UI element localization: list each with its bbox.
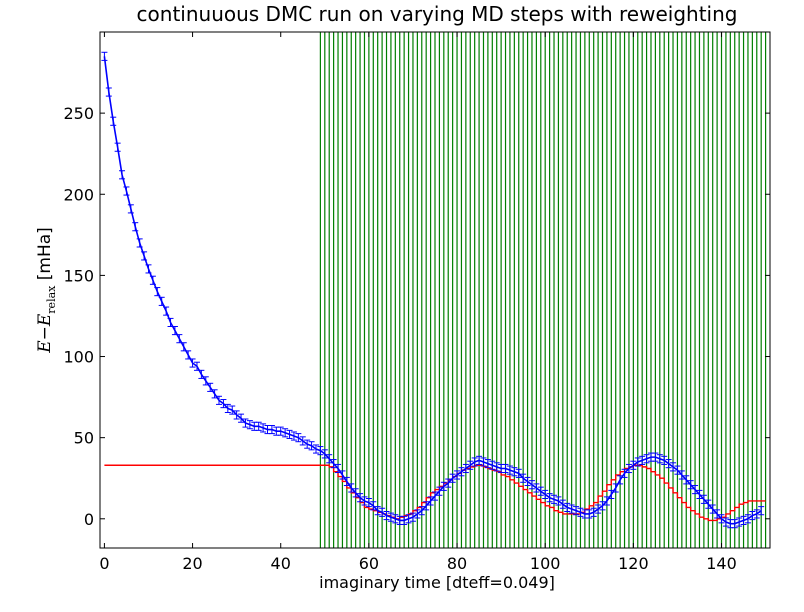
y-axis-label-subscript: relax bbox=[45, 285, 58, 314]
x-tick-label: 0 bbox=[99, 554, 109, 573]
x-axis-ticks: 0 20 40 60 80 100 120 140 bbox=[99, 32, 737, 573]
plot-frame bbox=[99, 31, 771, 549]
y-tick-label: 100 bbox=[63, 348, 94, 367]
x-tick-label: 80 bbox=[447, 554, 467, 573]
y-tick-label: 0 bbox=[84, 510, 94, 529]
y-tick-label: 50 bbox=[74, 429, 94, 448]
x-tick-label: 100 bbox=[530, 554, 561, 573]
y-axis-label-var: E bbox=[35, 340, 55, 354]
y-axis-label-unit: [mHa] bbox=[35, 227, 55, 285]
chart-title: continuuous DMC run on varying MD steps … bbox=[137, 2, 738, 26]
x-tick-label: 60 bbox=[359, 554, 379, 573]
blue-series-layer bbox=[101, 51, 765, 529]
y-axis-label-subvar: E bbox=[35, 313, 55, 327]
y-axis-ticks: 0 50 100 150 200 250 bbox=[63, 104, 770, 529]
y-axis-label-minus: − bbox=[35, 326, 55, 340]
y-tick-label: 250 bbox=[63, 104, 94, 123]
x-tick-label: 140 bbox=[706, 554, 737, 573]
blue-series-line bbox=[103, 56, 762, 525]
y-tick-label: 150 bbox=[63, 266, 94, 285]
x-tick-label: 40 bbox=[271, 554, 291, 573]
y-axis-label: E−Erelax [mHa] bbox=[35, 227, 58, 354]
x-tick-label: 120 bbox=[618, 554, 649, 573]
x-axis-label: imaginary time [dteff=0.049] bbox=[319, 573, 555, 592]
x-tick-label: 20 bbox=[182, 554, 202, 573]
y-tick-label: 200 bbox=[63, 185, 94, 204]
